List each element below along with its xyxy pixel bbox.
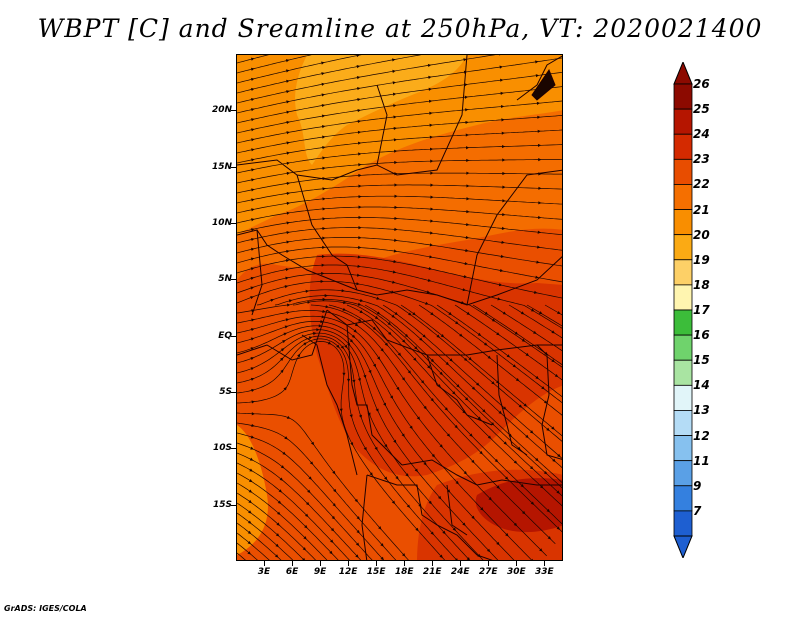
lon-tick [432, 561, 434, 566]
lat-label: 5S [219, 387, 232, 397]
country-borders [237, 55, 562, 560]
colorbar-label: 22 [693, 177, 710, 192]
colorbar-swatch [673, 485, 693, 512]
colorbar-swatch [673, 334, 693, 361]
colorbar-swatch [673, 435, 693, 462]
colorbar-label: 23 [693, 152, 710, 167]
lon-label: 9E [313, 567, 327, 577]
lat-label: EQ [218, 330, 232, 341]
lon-tick [460, 561, 462, 566]
lat-label: 20N [211, 105, 232, 116]
lat-tick [231, 223, 236, 224]
lon-tick [348, 561, 350, 566]
lon-label: 18E [394, 567, 414, 577]
lat-tick [231, 392, 236, 393]
colorbar-swatch [673, 184, 693, 210]
colorbar-swatch [673, 384, 693, 411]
colorbar-label: 21 [693, 202, 710, 217]
colorbar-swatch [673, 510, 693, 537]
lon-tick [488, 561, 490, 566]
colorbar-swatch [673, 259, 693, 286]
colorbar-swatch [673, 234, 693, 261]
colorbar-swatch [673, 209, 693, 236]
colorbar-label: 20 [693, 227, 710, 242]
colorbar-swatch [673, 284, 693, 311]
lat-label: 5N [218, 274, 232, 285]
lon-tick [264, 561, 266, 566]
lon-label: 21E [422, 567, 442, 577]
lat-label: 15N [211, 161, 232, 172]
colorbar-swatch [673, 83, 693, 110]
streamlines [237, 55, 562, 560]
lon-label: 12E [338, 567, 358, 577]
colorbar-swatch [673, 410, 693, 436]
colorbar-label: 14 [693, 378, 710, 393]
colorbar-label: 12 [693, 428, 710, 443]
field-25-core [475, 478, 562, 533]
colorbar-swatch [673, 158, 693, 185]
lon-label: 3E [257, 567, 271, 577]
lat-label: 10S [212, 443, 232, 454]
wbpt-streamline-map [237, 55, 562, 560]
colorbar-top-arrow [673, 62, 693, 85]
colorbar-swatch [673, 133, 693, 160]
field-20-patches [295, 55, 467, 165]
lon-label: 6E [285, 567, 299, 577]
lat-tick [231, 448, 236, 450]
lon-tick [516, 561, 518, 566]
colorbar-label: 19 [693, 252, 710, 267]
colorbar [673, 62, 693, 558]
lat-tick [231, 335, 236, 337]
colorbar-label: 17 [693, 303, 710, 317]
colorbar-swatch [673, 460, 693, 487]
map-panel [236, 54, 563, 561]
colorbar-swatch [673, 108, 693, 135]
lat-label: 15S [212, 499, 232, 510]
colorbar-label: 9 [693, 478, 702, 493]
lon-label: 24E [450, 567, 470, 577]
colorbar-label: 16 [693, 328, 710, 343]
colorbar-swatch [673, 309, 693, 336]
lon-tick [376, 561, 378, 566]
lon-tick [544, 561, 546, 566]
colorbar-bottom-arrow [673, 535, 693, 558]
lon-label: 33E [534, 567, 554, 577]
lat-tick [231, 279, 236, 281]
lon-tick [292, 561, 294, 566]
streamline-arrows [247, 55, 561, 560]
colorbar-label: 13 [693, 403, 710, 418]
lon-tick [320, 561, 322, 566]
lat-label: 10N [211, 218, 232, 228]
grads-credit: GrADS: IGES/COLA [4, 604, 87, 613]
lat-tick [231, 504, 236, 506]
lon-label: 30E [506, 567, 526, 577]
colorbar-label: 11 [693, 453, 710, 468]
colorbar-label: 18 [693, 277, 710, 292]
colorbar-label: 24 [693, 127, 710, 142]
lat-tick [231, 166, 236, 168]
colorbar-label: 7 [693, 503, 702, 518]
lon-label: 27E [478, 567, 498, 577]
map-title: WBPT [C] and Sreamline at 250hPa, VT: 20… [37, 14, 763, 43]
lat-tick [231, 110, 236, 112]
colorbar-swatch [673, 359, 693, 386]
colorbar-label: 25 [693, 102, 710, 117]
colorbar-label: 15 [693, 353, 710, 368]
colorbar-label: 26 [693, 77, 710, 91]
lon-tick [404, 561, 406, 566]
field-21-southwest [237, 425, 268, 555]
lon-label: 15E [366, 567, 386, 577]
